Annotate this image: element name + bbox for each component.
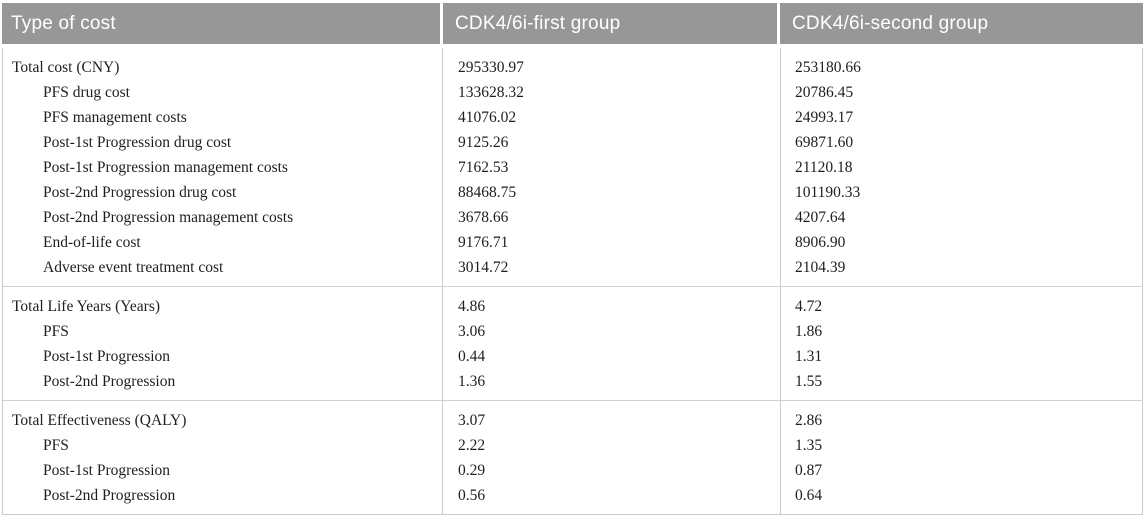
value-cdk46i-first-group: 3678.66: [458, 208, 509, 226]
cost-effectiveness-table: Type of cost CDK4/6i-first group CDK4/6i…: [2, 3, 1143, 515]
table-row: Post-2nd Progression management costs 367…: [3, 205, 1142, 230]
table-row: PFS 3.06 1.86: [3, 319, 1142, 344]
column-divider-first: [442, 48, 443, 514]
value-cdk46i-second-group: 0.64: [795, 486, 823, 504]
row-label: Post-1st Progression drug cost: [43, 133, 232, 151]
table-row: Post-1st Progression 0.44 1.31: [3, 344, 1142, 369]
value-cdk46i-first-group: 4.86: [458, 297, 486, 315]
row-label: PFS: [43, 436, 69, 454]
table-row: Post-1st Progression management costs 716…: [3, 155, 1142, 180]
table-row: Total cost (CNY) 295330.97 253180.66: [3, 55, 1142, 80]
value-cdk46i-second-group: 2104.39: [795, 258, 846, 276]
value-cdk46i-first-group: 295330.97: [458, 58, 524, 76]
value-cdk46i-second-group: 8906.90: [795, 233, 846, 251]
table-row: Post-1st Progression drug cost 9125.26 698…: [3, 130, 1142, 155]
value-cdk46i-first-group: 7162.53: [458, 158, 509, 176]
row-label: Total Effectiveness (QALY): [12, 411, 187, 429]
table-row: Post-2nd Progression 0.56 0.64: [3, 483, 1142, 508]
row-label: Post-2nd Progression: [43, 486, 176, 504]
table-body: Total cost (CNY) 295330.97 253180.66 PFS dr…: [2, 48, 1143, 515]
row-label: Post-1st Progression: [43, 461, 171, 479]
value-cdk46i-second-group: 101190.33: [795, 183, 861, 201]
value-cdk46i-second-group: 1.31: [795, 347, 823, 365]
value-cdk46i-first-group: 133628.32: [458, 83, 524, 101]
value-cdk46i-second-group: 21120.18: [795, 158, 853, 176]
value-cdk46i-first-group: 9125.26: [458, 133, 509, 151]
row-label: End-of-life cost: [43, 233, 141, 251]
table-row: PFS 2.22 1.35: [3, 433, 1142, 458]
row-label: PFS drug cost: [43, 83, 130, 101]
table-row: PFS management costs 41076.02 24993.17: [3, 105, 1142, 130]
row-label: Post-2nd Progression: [43, 372, 176, 390]
value-cdk46i-second-group: 20786.45: [795, 83, 854, 101]
row-label: Post-1st Progression: [43, 347, 171, 365]
value-cdk46i-first-group: 1.36: [458, 372, 486, 390]
column-header-cdk46i-second-group: CDK4/6i-second group: [780, 3, 1143, 44]
value-cdk46i-second-group: 1.55: [795, 372, 823, 390]
value-cdk46i-second-group: 4207.64: [795, 208, 846, 226]
value-cdk46i-first-group: 3.07: [458, 411, 486, 429]
table-row: Post-1st Progression 0.29 0.87: [3, 458, 1142, 483]
row-label: PFS management costs: [43, 108, 187, 126]
column-divider-second: [780, 48, 781, 514]
table-section-effectiveness: Total Effectiveness (QALY) 3.07 2.86 PFS 2.2…: [3, 400, 1142, 514]
value-cdk46i-first-group: 2.22: [458, 436, 486, 454]
value-cdk46i-second-group: 1.35: [795, 436, 823, 454]
table-section-costs: Total cost (CNY) 295330.97 253180.66 PFS dr…: [3, 48, 1142, 286]
value-cdk46i-second-group: 4.72: [795, 297, 823, 315]
row-label: Total Life Years (Years): [12, 297, 161, 315]
value-cdk46i-first-group: 0.29: [458, 461, 486, 479]
table-row: Total Life Years (Years) 4.86 4.72: [3, 294, 1142, 319]
table-header: Type of cost CDK4/6i-first group CDK4/6i…: [2, 3, 1143, 44]
row-label: Adverse event treatment cost: [43, 258, 224, 276]
column-header-type-of-cost: Type of cost: [2, 3, 440, 44]
row-label: PFS: [43, 322, 69, 340]
table-row: Post-2nd Progression 1.36 1.55: [3, 369, 1142, 394]
table-row: PFS drug cost 133628.32 20786.45: [3, 80, 1142, 105]
value-cdk46i-second-group: 24993.17: [795, 108, 854, 126]
value-cdk46i-first-group: 9176.71: [458, 233, 509, 251]
table-row: Adverse event treatment cost 3014.72 2104.…: [3, 255, 1142, 280]
table-row: End-of-life cost 9176.71 8906.90: [3, 230, 1142, 255]
value-cdk46i-second-group: 253180.66: [795, 58, 861, 76]
table-section-life-years: Total Life Years (Years) 4.86 4.72 PFS 3.06 1…: [3, 286, 1142, 400]
table-row: Total Effectiveness (QALY) 3.07 2.86: [3, 408, 1142, 433]
value-cdk46i-first-group: 3.06: [458, 322, 486, 340]
value-cdk46i-first-group: 0.56: [458, 486, 486, 504]
value-cdk46i-first-group: 88468.75: [458, 183, 517, 201]
row-label: Post-1st Progression management costs: [43, 158, 288, 176]
row-label: Post-2nd Progression drug cost: [43, 183, 237, 201]
column-header-cdk46i-first-group: CDK4/6i-first group: [443, 3, 777, 44]
value-cdk46i-second-group: 1.86: [795, 322, 823, 340]
value-cdk46i-second-group: 69871.60: [795, 133, 854, 151]
value-cdk46i-second-group: 2.86: [795, 411, 823, 429]
value-cdk46i-first-group: 0.44: [458, 347, 486, 365]
value-cdk46i-first-group: 41076.02: [458, 108, 517, 126]
value-cdk46i-second-group: 0.87: [795, 461, 823, 479]
row-label: Post-2nd Progression management costs: [43, 208, 294, 226]
row-label: Total cost (CNY): [12, 58, 120, 76]
table-row: Post-2nd Progression drug cost 88468.75 10…: [3, 180, 1142, 205]
value-cdk46i-first-group: 3014.72: [458, 258, 509, 276]
